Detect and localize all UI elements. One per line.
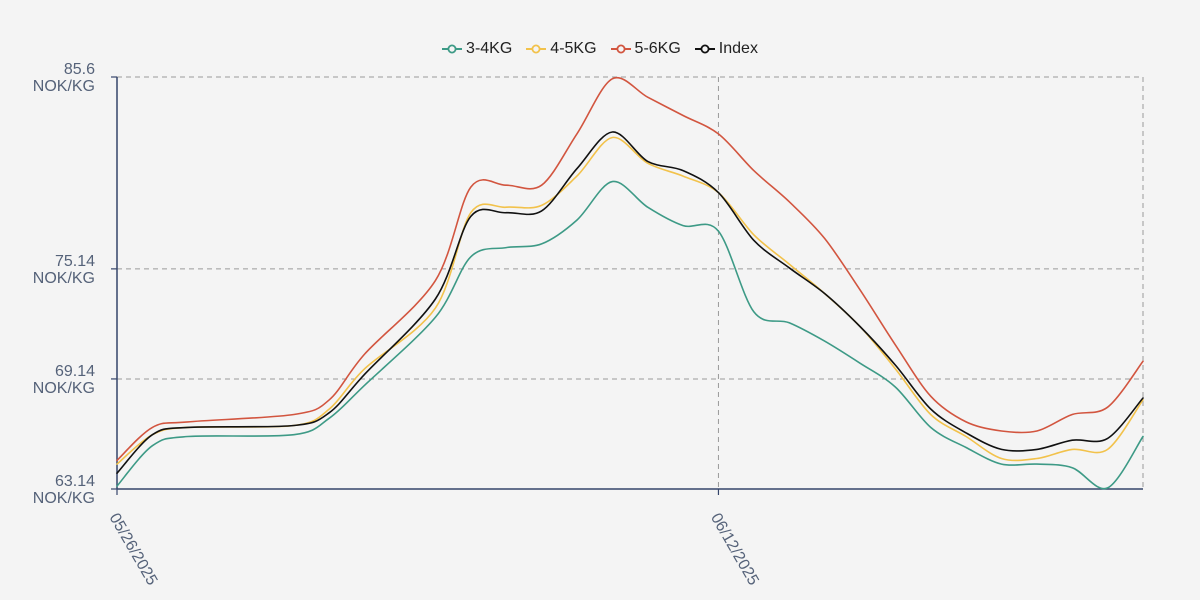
x-tick-label: 06/12/2025 (707, 511, 762, 589)
series-line-5-6kg (116, 76, 1144, 462)
y-tick-label: 85.6 (64, 61, 95, 78)
series-line-3-4kg (116, 180, 1144, 490)
series-line-index (116, 131, 1144, 474)
legend-label: 4-5KG (550, 40, 597, 57)
legend-marker-icon (610, 43, 631, 55)
legend-item-5-6kg[interactable]: 5-6KG (610, 40, 681, 58)
legend-item-index[interactable]: Index (694, 40, 758, 58)
legend-marker-icon (694, 43, 715, 55)
x-tick-label: 05/26/2025 (106, 511, 161, 589)
y-tick-unit: NOK/KG (33, 490, 95, 507)
y-tick-label: 75.14 (55, 253, 95, 270)
legend-item-3-4kg[interactable]: 3-4KG (442, 40, 512, 58)
legend-item-4-5kg[interactable]: 4-5KG (526, 40, 597, 58)
y-tick-unit: NOK/KG (33, 78, 95, 95)
legend-label: 3-4KG (466, 40, 513, 57)
y-tick-unit: NOK/KG (33, 270, 95, 287)
series-line-4-5kg (116, 136, 1144, 465)
y-tick-unit: NOK/KG (33, 380, 95, 397)
legend-marker-icon (526, 43, 547, 55)
legend-label: 5-6KG (634, 40, 681, 57)
chart-legend: 3-4KG 4-5KG 5-6KG Index (0, 40, 1200, 58)
y-tick-label: 69.14 (55, 363, 95, 380)
legend-label: Index (718, 40, 758, 57)
y-tick-label: 63.14 (55, 473, 95, 490)
legend-marker-icon (442, 43, 463, 55)
